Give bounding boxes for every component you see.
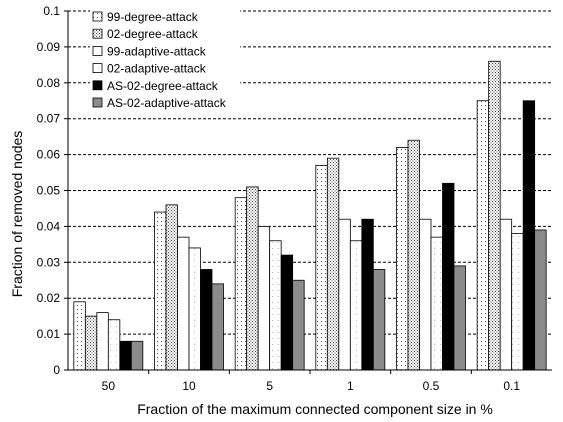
bar <box>257 225 271 371</box>
bar <box>234 197 248 371</box>
legend-swatch <box>92 80 103 91</box>
bar <box>407 139 420 371</box>
legend-swatch <box>92 63 103 73</box>
y-tick-label: 0.07 <box>37 112 61 126</box>
bar <box>188 247 201 371</box>
bar <box>488 60 501 371</box>
bar <box>269 240 282 371</box>
y-axis-title: Fraction of removed nodes <box>9 131 25 298</box>
axes <box>64 10 552 374</box>
legend: 99-degree-attack 02-degree-attack 99-adapt… <box>90 8 240 114</box>
legend-label: AS-02-degree-attack <box>107 79 219 93</box>
bar <box>130 340 144 371</box>
bar <box>315 164 328 371</box>
bar <box>499 218 513 371</box>
bar <box>211 283 224 371</box>
bar <box>119 340 132 371</box>
legend-label: 02-degree-attack <box>107 27 199 41</box>
y-tick-label: 0 <box>53 363 60 377</box>
legend-label: AS-02-adaptive-attack <box>107 96 227 110</box>
bar <box>84 315 98 371</box>
bar <box>292 279 305 371</box>
bar <box>154 211 167 371</box>
y-tick-label: 0.03 <box>37 255 61 269</box>
y-tick-label: 0.04 <box>37 219 61 233</box>
legend-label: 99-degree-attack <box>107 10 199 24</box>
y-tick-label: 0.09 <box>37 40 61 54</box>
y-tick-label: 0.01 <box>37 327 61 341</box>
legend-label: 99-adaptive-attack <box>107 44 207 58</box>
bar <box>280 254 294 371</box>
bar <box>396 147 409 371</box>
bar <box>361 218 374 371</box>
bar <box>534 229 547 371</box>
bar <box>522 100 536 371</box>
bar <box>96 312 109 371</box>
bar <box>326 157 340 371</box>
bar <box>430 236 443 371</box>
y-tick-label: 0.1 <box>43 4 60 18</box>
legend-swatch <box>92 11 103 22</box>
bar <box>511 233 524 371</box>
bar <box>165 204 178 371</box>
legend-swatch <box>92 46 103 56</box>
bar <box>177 236 190 371</box>
bar <box>442 182 455 371</box>
legend-label: 02-adaptive-attack <box>107 62 207 76</box>
x-axis-title: Fraction of the maximum connected compon… <box>137 401 493 417</box>
bar <box>476 100 490 371</box>
bars <box>73 60 547 371</box>
bar <box>107 319 121 371</box>
bar <box>419 218 432 371</box>
x-tick-label: 0.5 <box>423 379 440 393</box>
legend-swatch <box>92 28 103 39</box>
x-tick-label: 5 <box>266 379 273 393</box>
y-tick-label: 0.08 <box>37 76 61 90</box>
bar <box>453 265 466 371</box>
tick-labels: 0 0.01 0.02 0.03 0.04 0.05 0.06 0.07 0.08 0.09 0.1… <box>37 4 521 393</box>
legend-swatch <box>92 97 103 108</box>
bar <box>246 186 259 371</box>
bar <box>349 240 363 371</box>
bar <box>372 269 386 371</box>
x-tick-label: 1 <box>347 379 354 393</box>
x-tick-label: 50 <box>102 379 116 393</box>
x-tick-label: 10 <box>182 379 196 393</box>
x-tick-label: 0.1 <box>503 379 520 393</box>
bar <box>73 301 86 371</box>
legend-background <box>90 8 240 114</box>
y-tick-label: 0.05 <box>37 184 61 198</box>
bar <box>200 269 213 371</box>
y-tick-label: 0.02 <box>37 291 61 305</box>
y-tick-label: 0.06 <box>37 148 61 162</box>
bar <box>338 218 351 371</box>
